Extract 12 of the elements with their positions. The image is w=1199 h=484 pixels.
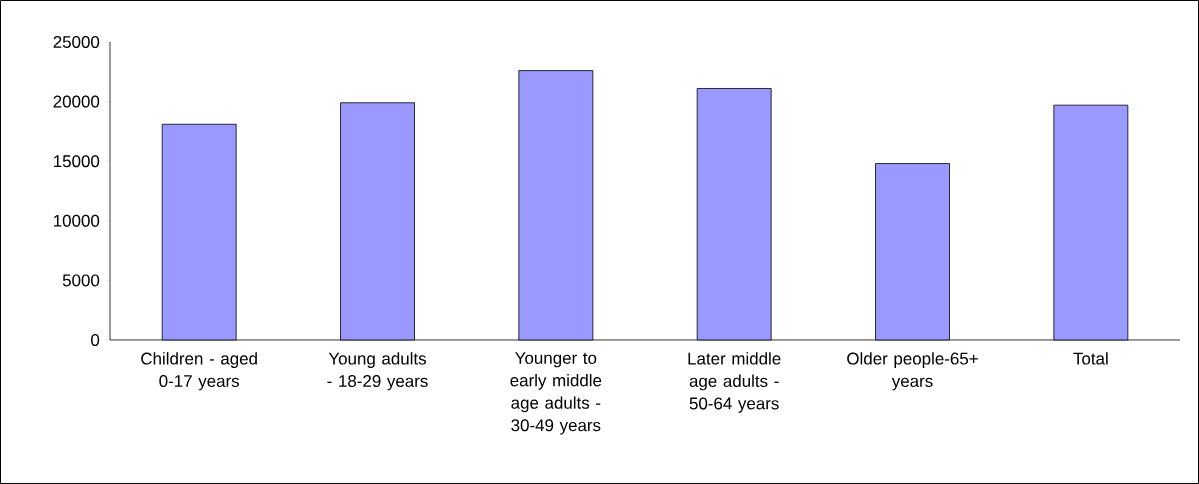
x-tick-label: Young adults - 18-29 years [327, 352, 428, 391]
y-tick-label: 25000 [53, 35, 100, 48]
y-tick-label: 5000 [62, 274, 100, 287]
x-tick-label: Younger to early middle age adults - 30-49 years [510, 352, 602, 435]
y-tick-label: 20000 [53, 95, 100, 108]
y-tick-label: 0 [91, 333, 100, 346]
x-tick-label: Children - aged 0-17 years [141, 352, 257, 391]
y-tick-label: 15000 [54, 155, 100, 168]
x-tick-label: Older people-65+ years [847, 352, 978, 391]
y-tick-label: 10000 [54, 214, 100, 227]
x-tick-label: Total [1073, 352, 1108, 365]
x-tick-label: Later middle age adults - 50-64 years [688, 352, 781, 413]
